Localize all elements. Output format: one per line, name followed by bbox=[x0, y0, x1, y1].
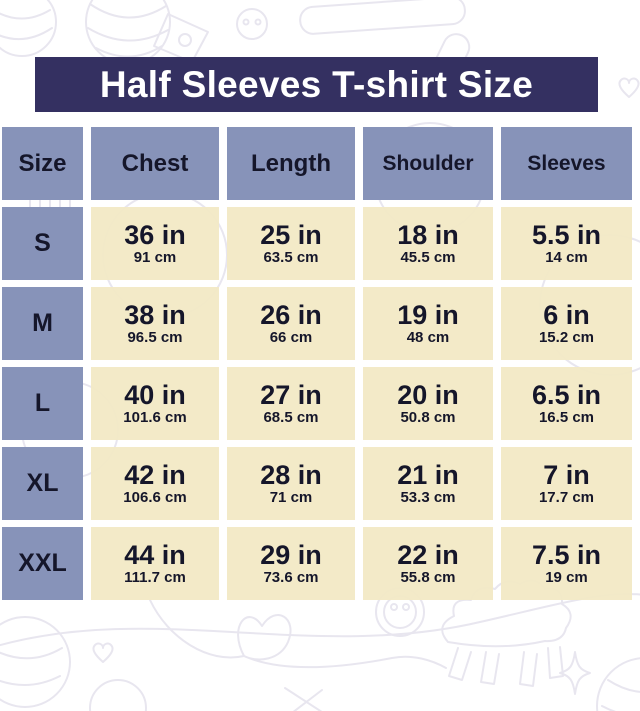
value-cm: 45.5 cm bbox=[400, 249, 456, 267]
thread-icon bbox=[149, 599, 447, 669]
header-cell-size: Size bbox=[2, 127, 83, 200]
size-cell-xxl: XXL bbox=[2, 527, 83, 600]
header-cell-chest: Chest bbox=[91, 127, 219, 200]
value-cm: 19 cm bbox=[545, 569, 588, 587]
value-in: 25 in bbox=[260, 219, 322, 250]
size-cell-s: S bbox=[2, 207, 83, 280]
value-cm: 14 cm bbox=[545, 249, 588, 267]
page-title: Half Sleeves T-shirt Size bbox=[35, 57, 598, 112]
value-cm: 106.6 cm bbox=[123, 489, 187, 507]
measurement-cell-shoulder-xl: 21 in 53.3 cm bbox=[363, 447, 493, 520]
measurement-cell-length-l: 27 in 68.5 cm bbox=[227, 367, 355, 440]
value-in: 26 in bbox=[260, 299, 322, 330]
measurement-cell-length-xl: 28 in 71 cm bbox=[227, 447, 355, 520]
heart-icon bbox=[618, 77, 640, 98]
measurement-cell-sleeves-xxl: 7.5 in 19 cm bbox=[501, 527, 632, 600]
value-cm: 50.8 cm bbox=[400, 409, 456, 427]
measurement-cell-shoulder-m: 19 in 48 cm bbox=[363, 287, 493, 360]
size-cell-xl: XL bbox=[2, 447, 83, 520]
value-in: 19 in bbox=[397, 299, 459, 330]
measurement-cell-sleeves-l: 6.5 in 16.5 cm bbox=[501, 367, 632, 440]
value-in: 5.5 in bbox=[531, 219, 602, 250]
value-cm: 17.7 cm bbox=[538, 489, 595, 507]
measurement-cell-shoulder-l: 20 in 50.8 cm bbox=[363, 367, 493, 440]
value-in: 22 in bbox=[397, 539, 459, 570]
measurement-cell-chest-xxl: 44 in 111.7 cm bbox=[91, 527, 219, 600]
size-cell-l: L bbox=[2, 367, 83, 440]
yarn-ball-icon bbox=[0, 0, 57, 57]
value-cm: 73.6 cm bbox=[263, 569, 319, 587]
value-cm: 111.7 cm bbox=[124, 569, 186, 587]
hatch-lines bbox=[29, 195, 71, 211]
value-in: 7.5 in bbox=[531, 539, 602, 570]
value-cm: 101.6 cm bbox=[123, 409, 187, 427]
sparkle-icon bbox=[559, 651, 591, 695]
value-in: 6 in bbox=[543, 299, 590, 330]
value-in: 21 in bbox=[397, 459, 459, 490]
value-cm: 55.8 cm bbox=[400, 569, 456, 587]
value-in: 42 in bbox=[124, 459, 186, 490]
header-cell-length: Length bbox=[227, 127, 355, 200]
value-cm: 91 cm bbox=[133, 249, 177, 267]
value-in: 20 in bbox=[397, 379, 459, 410]
value-in: 18 in bbox=[397, 219, 459, 250]
value-cm: 63.5 cm bbox=[263, 249, 319, 267]
measurement-cell-sleeves-s: 5.5 in 14 cm bbox=[501, 207, 632, 280]
measurement-cell-shoulder-xxl: 22 in 55.8 cm bbox=[363, 527, 493, 600]
value-in: 28 in bbox=[260, 459, 322, 490]
measurement-cell-length-xxl: 29 in 73.6 cm bbox=[227, 527, 355, 600]
value-in: 44 in bbox=[124, 539, 186, 570]
button-icon bbox=[236, 8, 268, 40]
yarn-ball-icon bbox=[85, 0, 209, 65]
heart-icon bbox=[92, 642, 114, 663]
crossed-needles-icon bbox=[284, 687, 323, 711]
value-in: 29 in bbox=[260, 539, 322, 570]
measurement-cell-chest-m: 38 in 96.5 cm bbox=[91, 287, 219, 360]
measurement-cell-chest-l: 40 in 101.6 cm bbox=[91, 367, 219, 440]
value-cm: 15.2 cm bbox=[538, 329, 595, 347]
measurement-cell-sleeves-xl: 7 in 17.7 cm bbox=[501, 447, 632, 520]
yarn-ball-icon bbox=[0, 616, 147, 711]
value-in: 27 in bbox=[260, 379, 322, 410]
value-in: 7 in bbox=[543, 459, 590, 490]
value-in: 36 in bbox=[124, 219, 186, 250]
value-cm: 68.5 cm bbox=[263, 409, 319, 427]
header-cell-sleeves: Sleeves bbox=[501, 127, 632, 200]
measurement-cell-chest-xl: 42 in 106.6 cm bbox=[91, 447, 219, 520]
measurement-cell-chest-s: 36 in 91 cm bbox=[91, 207, 219, 280]
knitting-needle-icon bbox=[299, 0, 466, 35]
value-cm: 16.5 cm bbox=[538, 409, 595, 427]
yarn-ball-icon bbox=[596, 657, 640, 711]
value-in: 38 in bbox=[124, 299, 186, 330]
measurement-cell-shoulder-s: 18 in 45.5 cm bbox=[363, 207, 493, 280]
value-in: 40 in bbox=[124, 379, 186, 410]
value-cm: 96.5 cm bbox=[127, 329, 183, 347]
measurement-cell-length-s: 25 in 63.5 cm bbox=[227, 207, 355, 280]
value-cm: 66 cm bbox=[269, 329, 313, 347]
value-cm: 48 cm bbox=[406, 329, 450, 347]
value-cm: 53.3 cm bbox=[400, 489, 456, 507]
size-chart-table: Size Chest Length Shoulder Sleeves S 36 … bbox=[2, 127, 632, 600]
value-in: 6.5 in bbox=[531, 379, 602, 410]
size-cell-m: M bbox=[2, 287, 83, 360]
thread-curve bbox=[0, 592, 640, 647]
measurement-cell-length-m: 26 in 66 cm bbox=[227, 287, 355, 360]
measurement-cell-sleeves-m: 6 in 15.2 cm bbox=[501, 287, 632, 360]
value-cm: 71 cm bbox=[269, 489, 313, 507]
header-cell-shoulder: Shoulder bbox=[363, 127, 493, 200]
